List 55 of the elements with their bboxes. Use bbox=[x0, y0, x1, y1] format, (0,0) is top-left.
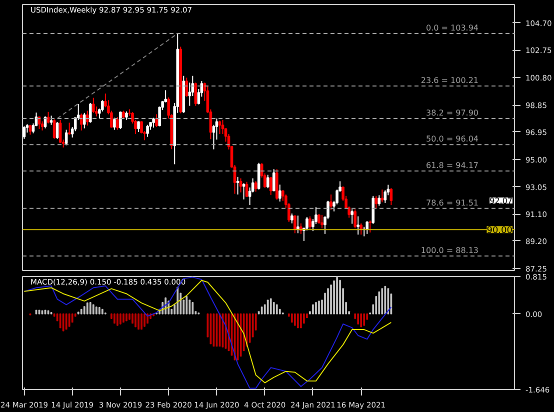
ref-line-label: 61.8 = 94.17 bbox=[426, 160, 479, 170]
candlestick bbox=[194, 82, 198, 106]
candlestick bbox=[146, 124, 149, 138]
candlestick bbox=[137, 120, 140, 132]
candlestick bbox=[221, 119, 224, 134]
candlestick bbox=[294, 215, 296, 234]
candlestick bbox=[380, 189, 384, 203]
candlestick bbox=[350, 208, 354, 224]
candlestick bbox=[86, 110, 89, 126]
candlestick bbox=[82, 112, 86, 129]
candlestick bbox=[218, 120, 222, 134]
candlestick bbox=[245, 181, 248, 198]
candlestick bbox=[374, 195, 378, 210]
candlestick bbox=[368, 220, 372, 233]
ref-line-label: 38.2 = 97.90 bbox=[426, 108, 479, 118]
candlestick bbox=[50, 115, 53, 126]
candlestick bbox=[46, 111, 50, 124]
candlestick bbox=[269, 176, 272, 196]
candlestick bbox=[40, 120, 44, 131]
ref-line-label: 50.0 = 96.04 bbox=[426, 134, 479, 144]
candlestick bbox=[64, 129, 68, 146]
candlestick bbox=[58, 119, 62, 144]
candlestick bbox=[290, 213, 294, 224]
candlestick bbox=[308, 216, 312, 230]
candlestick bbox=[236, 176, 240, 195]
candlestick bbox=[278, 184, 282, 202]
candlestick bbox=[356, 216, 360, 236]
candlestick bbox=[56, 122, 59, 140]
candlestick bbox=[88, 102, 92, 124]
candlestick bbox=[119, 110, 122, 130]
ref-line-label: 100.0 = 88.13 bbox=[420, 246, 478, 256]
candlestick bbox=[22, 126, 26, 140]
candlestick bbox=[390, 188, 393, 206]
candlestick bbox=[185, 77, 188, 98]
annotation: 92.07 bbox=[490, 196, 513, 206]
candlestick bbox=[272, 168, 276, 192]
candlestick bbox=[152, 117, 155, 128]
candlestick bbox=[360, 222, 362, 236]
candlestick bbox=[320, 214, 324, 229]
candlestick bbox=[378, 194, 381, 206]
candlestick bbox=[306, 216, 308, 231]
candlestick bbox=[254, 180, 258, 192]
ref-line-label: 23.6 = 100.21 bbox=[420, 76, 478, 85]
candlestick bbox=[116, 116, 119, 130]
candlestick bbox=[266, 174, 270, 189]
candlestick bbox=[80, 113, 83, 131]
candlestick bbox=[330, 194, 332, 210]
candlestick bbox=[366, 220, 369, 234]
ref-line-label: 78.6 = 91.51 bbox=[426, 198, 479, 208]
candlestick bbox=[92, 97, 95, 114]
candlestick bbox=[354, 208, 356, 229]
candlestick bbox=[52, 118, 56, 140]
candlestick bbox=[239, 178, 242, 193]
ref-line-label: 0.0 = 103.94 bbox=[426, 23, 479, 32]
candlestick bbox=[155, 114, 158, 128]
